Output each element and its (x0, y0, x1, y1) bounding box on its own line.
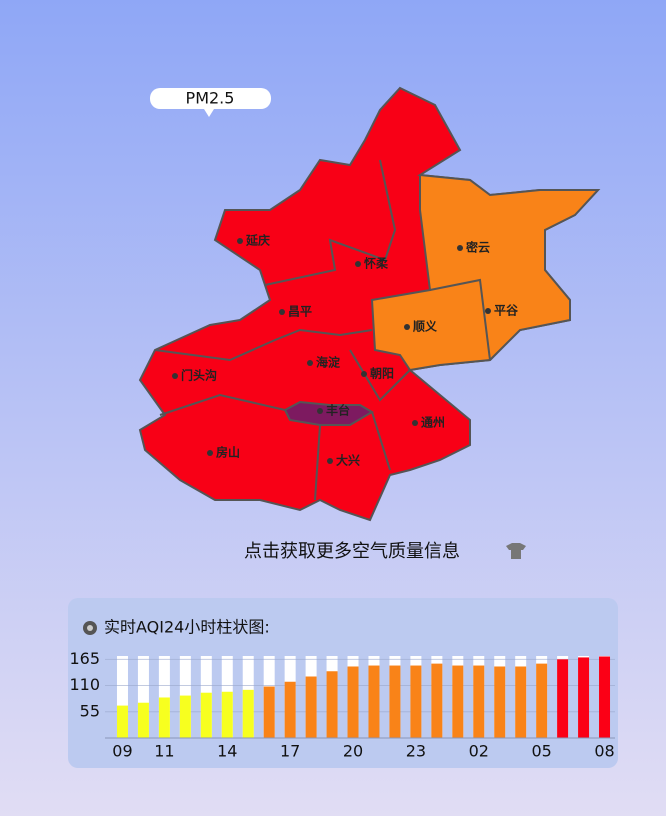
district-label: 密云 (466, 240, 490, 255)
bar (473, 665, 485, 738)
district-dot (355, 261, 361, 267)
district-dot (317, 408, 323, 414)
bar (326, 671, 338, 738)
tooltip-label: PM2.5 (186, 89, 235, 108)
x-tick-label: 08 (594, 742, 614, 761)
district-label: 门头沟 (181, 368, 217, 383)
map-region[interactable] (370, 173, 601, 372)
district-dot (172, 373, 178, 379)
bar (578, 657, 590, 738)
bar (116, 705, 128, 738)
bar (452, 665, 464, 738)
x-tick-label: 20 (343, 742, 363, 761)
chart-icon-dot (87, 625, 93, 631)
bar (599, 656, 611, 738)
bar (179, 695, 191, 738)
district-dot (307, 360, 313, 366)
district-label: 昌平 (288, 305, 312, 319)
bar-background (137, 656, 149, 738)
district-label: 通州 (421, 415, 445, 430)
bar (137, 702, 149, 738)
tooltip-box (150, 88, 271, 109)
x-tick-label: 11 (154, 742, 174, 761)
district-dot (279, 309, 285, 315)
bar (158, 697, 170, 738)
boundary (154, 328, 373, 362)
district-label: 顺义 (413, 319, 438, 334)
tooltip-pointer (204, 109, 214, 117)
bar (557, 659, 569, 738)
district-label: 丰台 (326, 403, 350, 418)
bar (536, 663, 548, 738)
boundary (159, 393, 286, 416)
x-tick-label: 17 (280, 742, 300, 761)
district-label: 大兴 (336, 453, 360, 468)
district-label: 房山 (216, 445, 240, 460)
bar (347, 666, 359, 738)
shirt-icon[interactable] (506, 543, 526, 559)
boundary (371, 411, 391, 471)
bar (263, 686, 275, 738)
district-label: 平谷 (494, 303, 519, 318)
bar-background (116, 656, 128, 738)
bar (200, 692, 212, 738)
bar (368, 665, 380, 738)
bar (389, 665, 401, 738)
x-tick-label: 14 (217, 742, 237, 761)
bar (242, 689, 254, 738)
more-info-link[interactable]: 点击获取更多空气质量信息 (244, 541, 460, 562)
district-label: 延庆 (245, 233, 270, 248)
y-tick-label: 110 (69, 675, 100, 694)
bar (431, 663, 443, 738)
y-tick-label: 55 (80, 701, 100, 720)
district-dot (327, 458, 333, 464)
district-label: 朝阳 (370, 366, 394, 381)
x-tick-label: 05 (531, 742, 551, 761)
y-tick-label: 165 (69, 649, 100, 668)
district-dot (404, 324, 410, 330)
district-label: 怀柔 (364, 256, 389, 271)
bar (221, 691, 233, 738)
x-tick-label: 23 (406, 742, 426, 761)
district-dot (457, 245, 463, 251)
district-dot (237, 238, 243, 244)
chart-title: 实时AQI24小时柱状图: (104, 618, 270, 637)
bar (515, 666, 527, 738)
district-dot (361, 371, 367, 377)
bar (284, 681, 296, 738)
boundary (314, 424, 321, 501)
indicator-tooltip[interactable]: PM2.5 (150, 88, 271, 117)
bar-background (158, 656, 170, 738)
district-dot (485, 308, 491, 314)
boundary (264, 159, 397, 286)
boundary (349, 349, 411, 402)
district-dot (207, 450, 213, 456)
boundary (429, 278, 491, 361)
bar (410, 665, 422, 738)
bar (494, 666, 506, 738)
bar (305, 676, 317, 738)
district-dot (412, 420, 418, 426)
x-tick-label: 09 (112, 742, 132, 761)
map[interactable] (138, 86, 601, 522)
x-tick-label: 02 (469, 742, 489, 761)
district-label: 海淀 (316, 355, 341, 370)
